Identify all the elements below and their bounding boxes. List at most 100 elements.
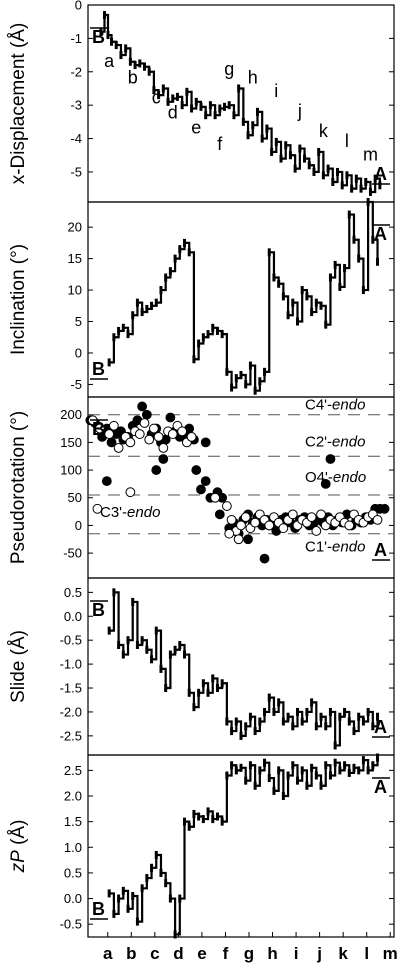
data-point — [126, 636, 130, 645]
data-point — [357, 766, 361, 775]
open-point — [210, 492, 221, 503]
y-tick-label: -50 — [63, 546, 82, 561]
data-point — [142, 62, 146, 71]
open-point — [250, 517, 261, 528]
open-point — [125, 487, 136, 498]
data-point — [185, 87, 189, 96]
data-point — [307, 161, 311, 170]
data-point — [154, 626, 158, 635]
segment-label: a — [104, 51, 115, 71]
y-tick-label: 150 — [60, 435, 82, 450]
data-point — [376, 712, 380, 721]
marker-bottom: A — [374, 164, 387, 184]
label-c4-endo-suffix: endo — [332, 397, 365, 414]
x-category-label: e — [197, 944, 206, 963]
filled-point — [200, 476, 211, 487]
data-point — [150, 301, 154, 310]
data-point — [121, 650, 125, 659]
data-point — [347, 768, 351, 777]
data-point — [159, 868, 163, 877]
data-point — [168, 650, 172, 659]
y-tick-label: 0 — [75, 345, 82, 360]
x-category-label: b — [126, 944, 136, 963]
data-point — [336, 167, 340, 176]
data-point — [138, 59, 142, 68]
data-point — [244, 722, 248, 731]
y-tick-label: -2.5 — [60, 728, 82, 743]
y-axis-label: Slide (Å) — [8, 630, 29, 703]
y-tick-label: -2 — [70, 64, 82, 79]
data-point — [319, 781, 323, 790]
y-tick-label: 100 — [60, 463, 82, 478]
label-c2-endo-suffix: endo — [332, 433, 365, 450]
open-point — [167, 429, 178, 439]
data-point — [230, 383, 234, 392]
y-tick-label: -1 — [70, 31, 82, 46]
x-category-label: m — [383, 944, 398, 963]
data-point — [234, 717, 238, 726]
data-point — [314, 722, 318, 731]
data-point — [145, 645, 149, 654]
data-point — [328, 273, 332, 282]
data-point — [333, 260, 337, 269]
x-category-label: a — [103, 944, 113, 963]
filled-point — [196, 484, 206, 495]
data-point — [333, 741, 337, 750]
filled-point — [141, 409, 152, 420]
data-point — [253, 781, 257, 790]
marker-top: B — [92, 600, 105, 620]
data-point — [213, 111, 217, 120]
data-point — [173, 645, 177, 654]
data-point — [201, 679, 205, 688]
data-point — [291, 761, 295, 770]
data-point — [215, 812, 219, 821]
y-tick-label: 2.0 — [64, 789, 82, 804]
data-point — [230, 761, 234, 770]
data-point — [270, 147, 274, 156]
data-point — [154, 298, 158, 307]
data-point — [157, 91, 161, 100]
data-point — [267, 693, 271, 702]
data-point — [364, 177, 368, 186]
filled-point — [325, 454, 336, 464]
data-point — [305, 707, 309, 716]
data-point — [190, 104, 194, 113]
data-point — [164, 273, 168, 282]
data-point — [117, 640, 121, 649]
data-point — [300, 717, 304, 726]
segment-label: b — [128, 67, 138, 87]
y-tick-label: -4 — [70, 131, 82, 146]
data-point — [333, 758, 337, 767]
open-point — [158, 443, 169, 453]
data-point — [253, 727, 257, 736]
open-point — [221, 501, 232, 511]
data-point — [194, 97, 198, 106]
data-point — [277, 698, 281, 707]
data-point — [265, 124, 269, 133]
filled-point — [101, 476, 112, 487]
open-point — [306, 512, 317, 523]
segment-label: m — [363, 144, 378, 164]
data-point — [295, 317, 299, 326]
data-point — [145, 874, 149, 883]
data-point — [277, 766, 281, 775]
y-tick-label: 0 — [75, 518, 82, 533]
data-point — [168, 267, 172, 276]
data-point — [366, 707, 370, 716]
data-point — [173, 254, 177, 263]
data-point — [255, 107, 259, 116]
open-point — [311, 526, 322, 536]
data-point — [376, 753, 380, 762]
data-point — [227, 101, 231, 110]
data-point — [272, 273, 276, 282]
open-point — [139, 418, 150, 428]
data-point — [114, 41, 118, 50]
label-o4-endo-suffix: endo — [333, 469, 366, 486]
data-point — [263, 707, 267, 716]
data-point — [211, 323, 215, 332]
filled-point — [200, 437, 211, 448]
y-tick-label: 200 — [60, 407, 82, 422]
data-point — [107, 889, 111, 898]
data-point — [352, 235, 356, 244]
data-point — [241, 117, 245, 126]
